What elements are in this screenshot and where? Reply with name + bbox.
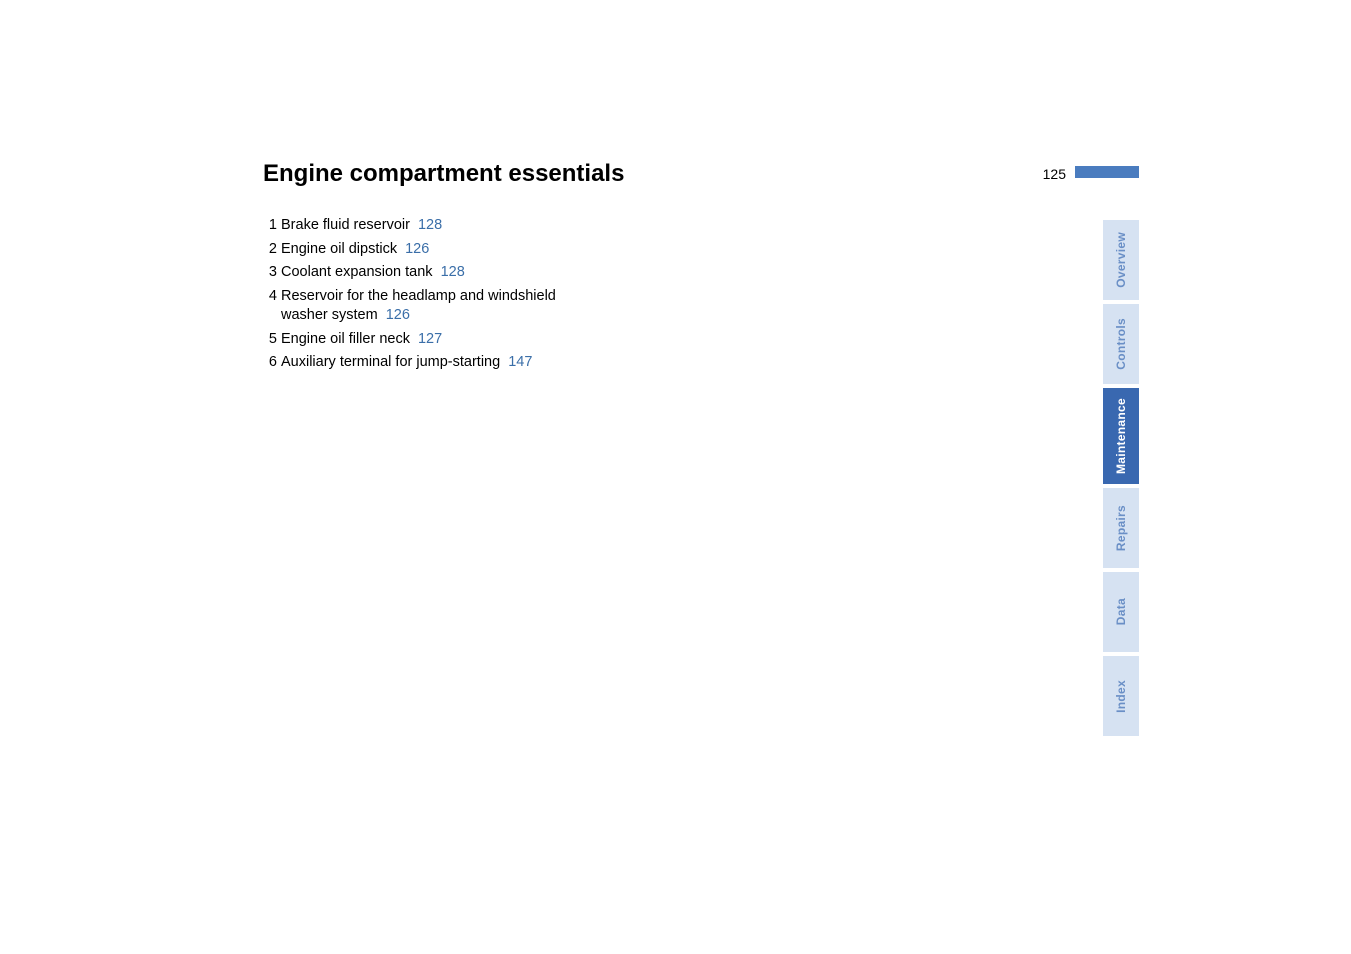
item-text: Brake fluid reservoir 128 — [281, 216, 442, 236]
item-number: 3 — [263, 263, 277, 283]
page-reference-link[interactable]: 147 — [508, 354, 532, 370]
item-number: 5 — [263, 330, 277, 350]
tab-label: Controls — [1114, 318, 1128, 370]
tab-repairs[interactable]: Repairs — [1103, 488, 1139, 568]
item-number: 4 — [263, 287, 277, 307]
list-item: 3Coolant expansion tank 128 — [263, 263, 563, 283]
page-reference-link[interactable]: 127 — [418, 331, 442, 347]
page-reference-link[interactable]: 126 — [386, 307, 410, 323]
item-text: Engine oil filler neck 127 — [281, 330, 442, 350]
item-text: Auxiliary terminal for jump-starting 147 — [281, 353, 532, 373]
tab-index[interactable]: Index — [1103, 656, 1139, 736]
tab-label: Data — [1114, 598, 1128, 625]
tab-controls[interactable]: Controls — [1103, 304, 1139, 384]
list-item: 2Engine oil dipstick 126 — [263, 240, 563, 260]
tab-label: Index — [1114, 680, 1128, 713]
page-title: Engine compartment essentials — [263, 160, 1043, 188]
item-text: Engine oil dipstick 126 — [281, 240, 429, 260]
item-label: Coolant expansion tank — [281, 264, 433, 280]
tab-overview[interactable]: Overview — [1103, 220, 1139, 300]
tab-maintenance[interactable]: Maintenance — [1103, 388, 1139, 484]
item-label: Engine oil dipstick — [281, 241, 397, 257]
tab-data[interactable]: Data — [1103, 572, 1139, 652]
list-item: 5Engine oil filler neck 127 — [263, 330, 563, 350]
item-list: 1Brake fluid reservoir 128 2Engine oil dip… — [263, 216, 563, 373]
item-number: 1 — [263, 216, 277, 236]
page-reference-link[interactable]: 126 — [405, 241, 429, 257]
item-label: Reservoir for the headlamp and windshiel… — [281, 288, 556, 324]
page-number-bar — [1075, 166, 1139, 178]
content-area: Engine compartment essentials 1Brake flu… — [263, 160, 1043, 377]
page: 125 Engine compartment essentials 1Brake… — [0, 0, 1351, 954]
page-number: 125 — [1043, 166, 1066, 182]
list-item: 4Reservoir for the headlamp and windshie… — [263, 287, 563, 326]
item-label: Engine oil filler neck — [281, 331, 410, 347]
item-number: 2 — [263, 240, 277, 260]
page-reference-link[interactable]: 128 — [418, 217, 442, 233]
item-text: Coolant expansion tank 128 — [281, 263, 465, 283]
item-text: Reservoir for the headlamp and windshiel… — [281, 287, 563, 326]
side-tabs: Overview Controls Maintenance Repairs Data In… — [1103, 220, 1139, 740]
item-label: Brake fluid reservoir — [281, 217, 410, 233]
item-number: 6 — [263, 353, 277, 373]
page-reference-link[interactable]: 128 — [441, 264, 465, 280]
item-label: Auxiliary terminal for jump-starting — [281, 354, 500, 370]
tab-label: Maintenance — [1114, 398, 1128, 474]
list-item: 6Auxiliary terminal for jump-starting 147 — [263, 353, 563, 373]
list-item: 1Brake fluid reservoir 128 — [263, 216, 563, 236]
tab-label: Overview — [1114, 232, 1128, 288]
tab-label: Repairs — [1114, 505, 1128, 551]
